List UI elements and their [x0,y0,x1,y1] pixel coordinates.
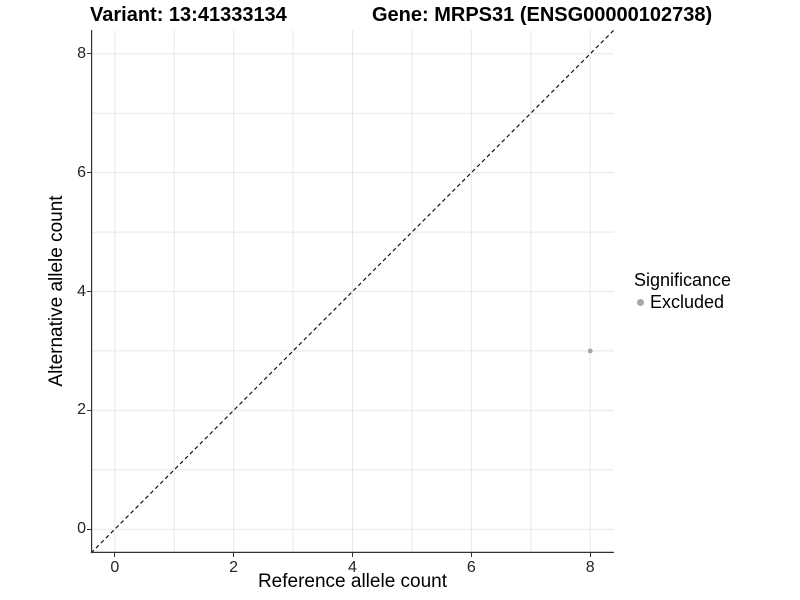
x-axis-title: Reference allele count [257,571,448,592]
identity-dashed-line [90,29,615,554]
y-tick-mark [87,409,91,411]
gene-title: Gene: MRPS31 (ENSG00000102738) [372,4,713,26]
y-tick-label: 8 [77,44,86,62]
data-point [587,348,593,354]
x-tick-label: 4 [348,559,357,576]
x-tick-label: 0 [110,559,120,576]
x-tick-label: 8 [585,559,595,576]
scatter-plot-canvas [90,29,615,554]
y-tick-mark [87,53,91,55]
legend-point-icon [637,298,644,306]
legend-entry: Excluded [633,292,731,312]
y-tick-label: 2 [77,401,86,419]
x-tick-mark [470,553,472,557]
plot-panel [90,29,615,554]
y-tick-mark [87,291,91,292]
y-tick-mark [87,528,91,530]
legend-entry-label: Excluded [650,292,725,312]
legend-entries: Excluded [633,292,731,312]
variant-title: Variant: 13:41333134 [90,4,287,26]
y-axis-title: Alternative allele count [46,195,67,387]
x-tick-label: 6 [466,559,476,576]
x-tick-mark [352,553,353,557]
legend: Significance Excluded [633,270,731,312]
y-tick-label: 6 [77,163,86,181]
legend-title: Significance [634,270,732,290]
x-tick-mark [589,553,591,557]
y-tick-label: 4 [77,282,86,300]
y-tick-label: 0 [77,520,86,538]
x-tick-mark [114,553,116,557]
x-tick-label: 2 [229,559,239,576]
x-tick-mark [233,553,235,557]
y-tick-mark [87,172,91,174]
